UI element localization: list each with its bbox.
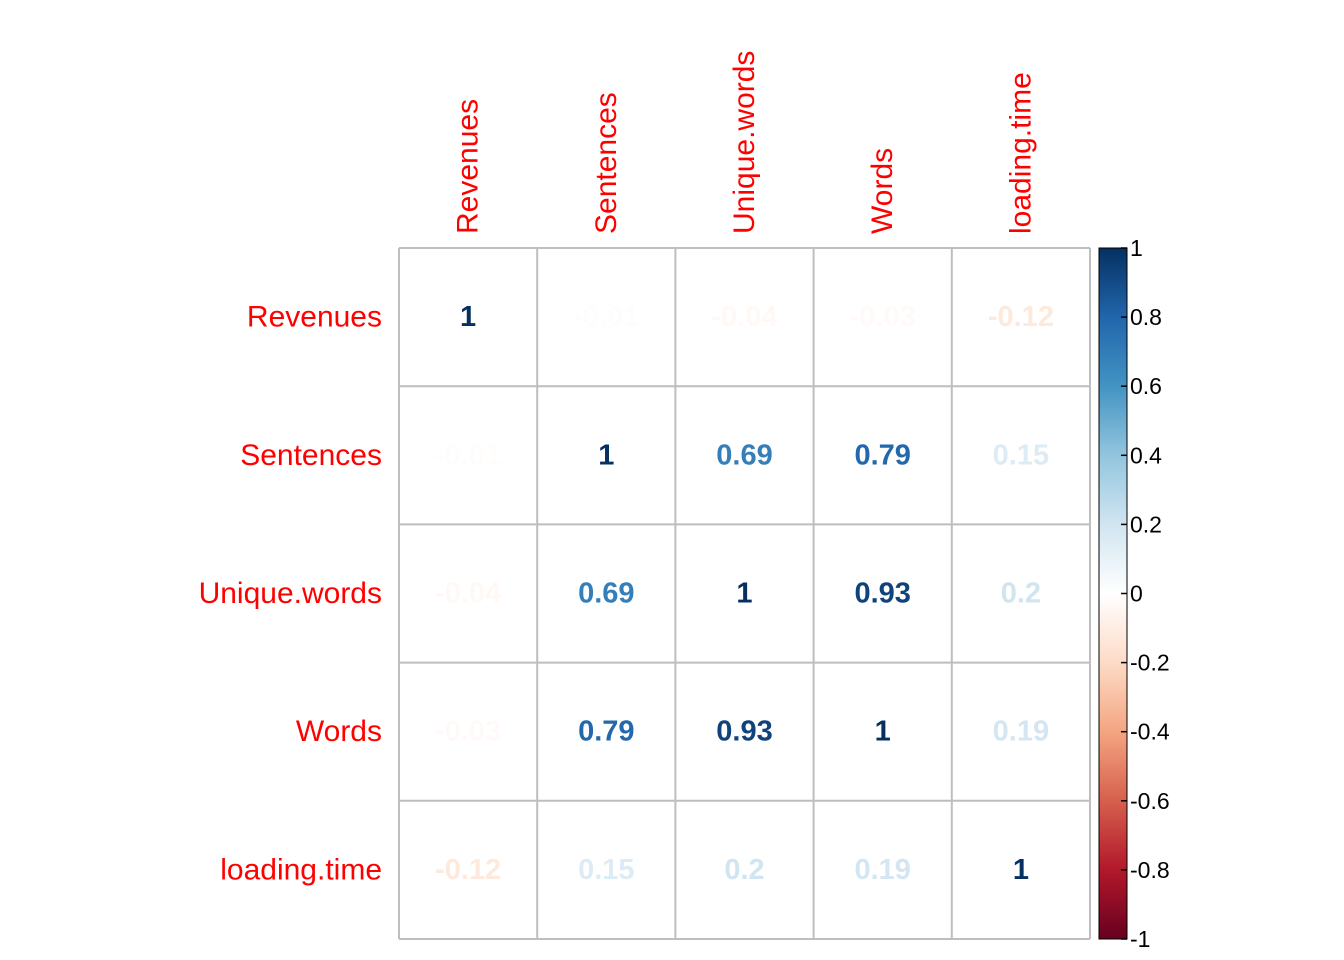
cell-value-sentences-loading-time: 0.15 [993,439,1049,471]
cell-value-loading-time-words: 0.19 [854,854,910,886]
cell-value-unique-words-sentences: 0.69 [578,578,634,610]
row-label-unique-words: Unique.words [199,577,382,610]
cell-value-sentences-revenues: -0.01 [435,439,501,471]
column-label-revenues: Revenues [452,99,485,234]
cell-value-unique-words-unique-words: 1 [736,578,752,610]
colorbar-tick-label: 0.4 [1130,442,1162,468]
cell-value-words-words: 1 [875,716,891,748]
row-label-sentences: Sentences [240,439,382,472]
cell-value-loading-time-revenues: -0.12 [435,854,501,886]
colorbar-tick-label: 0.8 [1130,304,1162,330]
colorbar-tick-label: -0.8 [1130,857,1170,883]
colorbar-tick-label: 0.6 [1130,373,1162,399]
column-label-unique-words: Unique.words [728,51,761,234]
cell-value-loading-time-unique-words: 0.2 [724,854,764,886]
matrix-cells: 1 -0.01 -0.04 -0.03 -0.12 -0.01 1 0.69 0.79 0.15 -… [398,247,1091,940]
column-label-sentences: Sentences [590,92,623,234]
cell-value-sentences-words: 0.79 [854,439,910,471]
cell-value-sentences-unique-words: 0.69 [716,439,772,471]
colorbar-tick-label: -1 [1130,926,1150,952]
colorbar-tick-label: 0 [1130,581,1143,607]
row-label-words: Words [296,715,382,748]
column-labels: Revenues Sentences Unique.words Words loadin… [452,51,1038,234]
colorbar-legend: 1 0.8 0.6 0.4 0.2 0 -0.2 -0.4 -0.6 -0.8 -1 [1098,235,1170,952]
colorbar-tick-label: -0.6 [1130,788,1170,814]
colorbar-tick-label: 0.2 [1130,511,1162,537]
row-label-loading-time: loading.time [220,853,382,886]
cell-value-loading-time-loading-time: 1 [1013,854,1029,886]
cell-value-revenues-words: -0.03 [850,301,916,333]
cell-value-revenues-sentences: -0.01 [573,301,639,333]
cell-value-words-revenues: -0.03 [435,716,501,748]
row-labels: Revenues Sentences Unique.words Words loadin… [199,301,382,887]
cell-value-unique-words-loading-time: 0.2 [1001,578,1041,610]
matrix-background [399,248,1090,939]
cell-value-words-sentences: 0.79 [578,716,634,748]
cell-value-sentences-sentences: 1 [598,439,614,471]
colorbar-tick-label: -0.2 [1130,650,1170,676]
row-label-revenues: Revenues [247,301,382,334]
cell-value-words-unique-words: 0.93 [716,716,772,748]
colorbar-tick-label: 1 [1130,235,1143,261]
cell-value-revenues-revenues: 1 [460,301,476,333]
cell-value-revenues-unique-words: -0.04 [711,301,777,333]
cell-value-words-loading-time: 0.19 [993,716,1049,748]
cell-value-loading-time-sentences: 0.15 [578,854,634,886]
cell-value-revenues-loading-time: -0.12 [988,301,1054,333]
column-label-words: Words [866,148,899,234]
colorbar-tick-label: -0.4 [1130,719,1170,745]
column-label-loading-time: loading.time [1004,72,1037,234]
cell-value-unique-words-revenues: -0.04 [435,578,501,610]
cell-value-unique-words-words: 0.93 [854,578,910,610]
